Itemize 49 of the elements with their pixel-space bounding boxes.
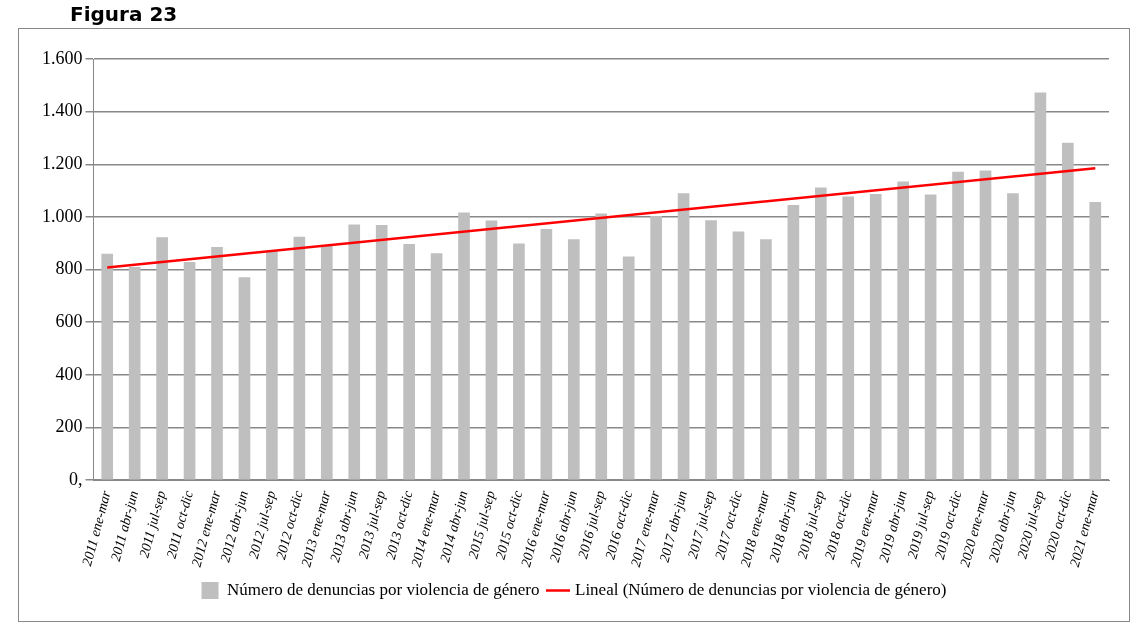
bar [787, 205, 800, 480]
bar [595, 213, 608, 480]
bar [375, 225, 388, 480]
y-tick-label: 1.200 [42, 153, 83, 174]
bar [842, 196, 855, 480]
bar [622, 256, 635, 480]
bar [430, 253, 443, 480]
bar [128, 266, 141, 480]
chart-title: Figura 23 [70, 2, 178, 26]
bar [1007, 193, 1019, 480]
bar [183, 261, 196, 480]
bar [485, 220, 498, 480]
bar [567, 239, 580, 480]
y-tick-label: 200 [55, 416, 83, 437]
bar [211, 246, 223, 480]
bar [293, 236, 306, 480]
bar [458, 212, 470, 480]
bar [650, 215, 662, 480]
bar [952, 171, 964, 480]
bar [705, 220, 717, 480]
bar [101, 253, 114, 480]
bar [760, 239, 772, 480]
bar [513, 243, 525, 480]
bar [320, 245, 333, 480]
legend-label: Lineal (Número de denuncias por violencia de género) [575, 579, 947, 599]
bar [814, 187, 827, 480]
bar [348, 224, 361, 480]
bar [924, 194, 937, 480]
y-tick-label: 1.000 [42, 205, 83, 226]
y-tick-label: 0, [69, 468, 83, 489]
bar [1062, 142, 1074, 480]
y-tick-label: 1.600 [42, 47, 83, 68]
bar [677, 193, 690, 480]
bar [732, 231, 745, 480]
y-tick-label: 1.400 [42, 100, 83, 121]
y-tick-label: 400 [55, 363, 83, 384]
bar [869, 194, 882, 480]
bar [266, 250, 278, 480]
bar [1089, 201, 1102, 480]
bar [540, 229, 553, 480]
bar [897, 181, 909, 480]
bar [156, 237, 168, 480]
bar [1034, 92, 1047, 480]
bar [403, 244, 415, 480]
legend-label: Número de denuncias por violencia de género [227, 579, 540, 599]
y-tick-label: 800 [55, 258, 83, 279]
bar [979, 170, 992, 480]
y-tick-label: 600 [55, 310, 83, 331]
bar [238, 277, 251, 480]
